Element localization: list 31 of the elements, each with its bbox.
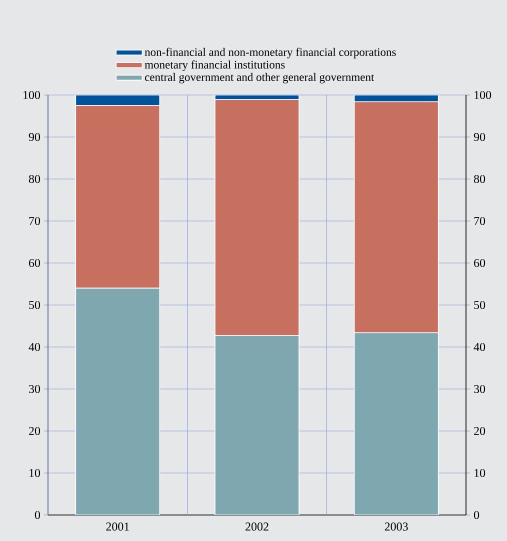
y-tick-label: 20 xyxy=(29,426,40,436)
y2-tick-label: 100 xyxy=(474,90,492,100)
y2-tick-label: 10 xyxy=(474,468,486,478)
y2-tick-label: 30 xyxy=(474,384,486,394)
y-tick-label: 60 xyxy=(28,258,40,268)
y-tick-label: 30 xyxy=(29,384,40,394)
y2-tick-label: 60 xyxy=(474,258,486,268)
legend-label: monetary financial institutions xyxy=(144,60,285,71)
y-tick-label: 100 xyxy=(24,90,40,100)
y-tick-label: 0 xyxy=(34,510,40,520)
bar xyxy=(214,335,300,515)
bar xyxy=(354,332,439,515)
x-tick-label: 2002 xyxy=(246,522,268,531)
y2-tick-label: 40 xyxy=(474,342,486,352)
x-tick-label: 2003 xyxy=(384,522,408,531)
y2-tick-label: 80 xyxy=(474,174,486,184)
y2-tick-label: 70 xyxy=(474,216,486,226)
y-tick-label: 90 xyxy=(28,132,40,142)
y2-tick-label: 50 xyxy=(474,300,486,310)
legend-label: non-financial and non-monetary financial corporations xyxy=(144,48,396,58)
x-tick-label: 2001 xyxy=(106,522,129,531)
bar xyxy=(75,288,160,515)
y-tick-label: 50 xyxy=(29,300,40,310)
y-tick-label: 40 xyxy=(28,342,40,352)
y-tick-label: 80 xyxy=(28,174,40,184)
y-tick-label: 70 xyxy=(29,216,40,226)
legend-label: central government and other general government xyxy=(145,72,374,84)
y2-tick-label: 20 xyxy=(474,426,486,436)
y2-tick-label: 0 xyxy=(474,510,480,520)
y2-tick-label: 90 xyxy=(474,132,486,142)
y-tick-label: 10 xyxy=(30,468,40,478)
